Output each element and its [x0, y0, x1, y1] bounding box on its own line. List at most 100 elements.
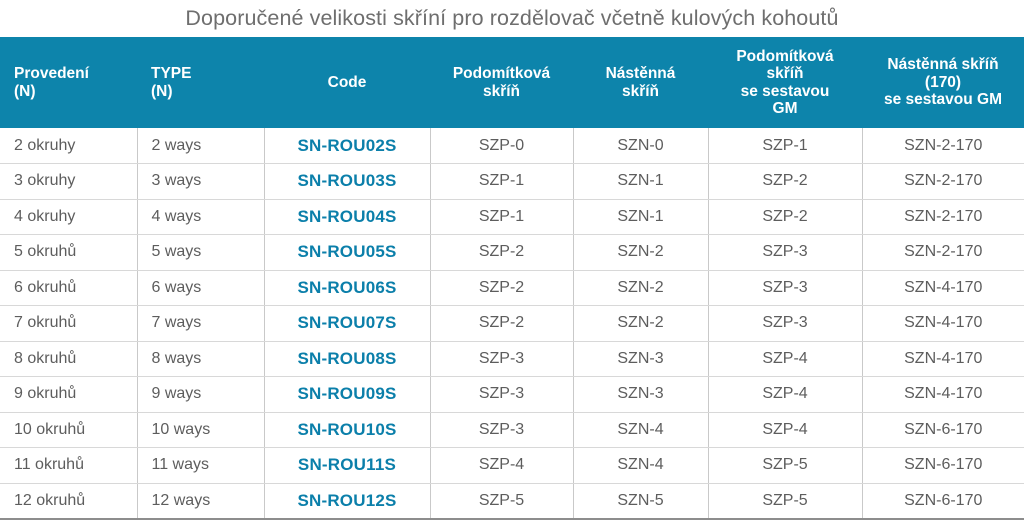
column-header-nastenna-skrin: Nástěnná skříň — [573, 37, 708, 128]
cell-provedeni: 12 okruhů — [0, 483, 138, 519]
header-line-1: Code — [327, 73, 367, 91]
cell-code[interactable]: SN-ROU06S — [264, 270, 431, 306]
cell-provedeni: 2 okruhy — [0, 128, 138, 164]
header-line-1: Podomítková — [736, 47, 834, 65]
cell-type: 11 ways — [137, 447, 265, 484]
cell-podomitkova-skrin: SZP-1 — [430, 163, 574, 200]
header-line-2: skříň — [766, 65, 804, 83]
column-header-nastenna-skrin-170-gm: Nástěnná skříň (170) se sestavou GM — [862, 37, 1024, 128]
cell-provedeni: 4 okruhy — [0, 199, 138, 235]
header-line-3: se sestavou GM — [883, 91, 1003, 109]
cell-code[interactable]: SN-ROU04S — [264, 199, 431, 235]
cell-provedeni: 9 okruhů — [0, 376, 138, 413]
cell-code[interactable]: SN-ROU12S — [264, 483, 431, 519]
cell-type: 7 ways — [137, 305, 265, 342]
cell-podomitkova-skrin: SZP-2 — [430, 234, 574, 271]
cell-nastenna-skrin-170-gm: SZN-4-170 — [862, 376, 1024, 413]
table-row: 11 okruhů 11 ways SN-ROU11S SZP-4 SZN-4 SZP-5… — [0, 447, 1024, 484]
cell-podomitkova-skrin: SZP-2 — [430, 270, 574, 306]
cell-type: 6 ways — [137, 270, 265, 306]
header-line-2: (N) — [151, 82, 173, 100]
header-line-4: GM — [772, 99, 798, 117]
cell-code[interactable]: SN-ROU03S — [264, 163, 431, 200]
cell-type: 10 ways — [137, 412, 265, 448]
table-row: 5 okruhů 5 ways SN-ROU05S SZP-2 SZN-2 SZP-3 SZ… — [0, 234, 1024, 271]
cell-nastenna-skrin: SZN-3 — [573, 376, 709, 413]
cell-nastenna-skrin: SZN-4 — [573, 447, 709, 484]
cell-nastenna-skrin-170-gm: SZN-2-170 — [862, 199, 1024, 235]
table-header: Provedení (N) TYPE (N) Code Podomítková … — [0, 37, 1024, 128]
cell-code[interactable]: SN-ROU10S — [264, 412, 431, 448]
cell-provedeni: 8 okruhů — [0, 341, 138, 377]
table-row: 7 okruhů 7 ways SN-ROU07S SZP-2 SZN-2 SZP-3 SZ… — [0, 305, 1024, 342]
cell-podomitkova-skrin-gm: SZP-5 — [708, 483, 863, 519]
cell-nastenna-skrin-170-gm: SZN-6-170 — [904, 491, 983, 509]
cell-podomitkova-skrin: SZP-3 — [430, 341, 574, 377]
cell-nastenna-skrin: SZN-1 — [573, 163, 709, 200]
cell-type: 5 ways — [137, 234, 265, 271]
cell-podomitkova-skrin: SZP-1 — [430, 199, 574, 235]
header-line-2: skříň — [482, 82, 521, 100]
cell-type: 9 ways — [137, 376, 265, 413]
header-line-1: Nástěnná skříň — [887, 56, 999, 74]
table-row: 4 okruhy 4 ways SN-ROU04S SZP-1 SZN-1 SZP-2 SZ… — [0, 199, 1024, 235]
cell-code[interactable]: SN-ROU07S — [264, 305, 431, 342]
cell-podomitkova-skrin: SZP-0 — [430, 128, 574, 164]
table-body: 2 okruhy 2 ways SN-ROU02S SZP-0 SZN-0 SZP-1 SZ… — [0, 128, 1024, 519]
cell-podomitkova-skrin-gm: SZP-4 — [708, 376, 863, 413]
cell-podomitkova-skrin: SZP-3 — [430, 376, 574, 413]
header-line-1: Nástěnná — [605, 65, 676, 83]
cell-nastenna-skrin-170-gm: SZN-2-170 — [862, 128, 1024, 164]
page-title-text: Doporučené velikosti skříní pro rozdělov… — [185, 5, 839, 30]
header-line-1: TYPE — [151, 65, 192, 83]
cell-podomitkova-skrin-gm: SZP-3 — [708, 234, 863, 271]
cell-podomitkova-skrin-gm: SZP-4 — [708, 412, 863, 448]
cell-podomitkova-skrin-gm: SZP-4 — [708, 341, 863, 377]
cell-code[interactable]: SN-ROU11S — [264, 447, 431, 484]
cell-provedeni: 11 okruhů — [0, 447, 138, 484]
cell-code[interactable]: SN-ROU02S — [264, 128, 431, 164]
table-row: 3 okruhy 3 ways SN-ROU03S SZP-1 SZN-1 SZP-2 SZ… — [0, 163, 1024, 200]
table-row: 9 okruhů 9 ways SN-ROU09S SZP-3 SZN-3 SZP-4 SZ… — [0, 376, 1024, 413]
cell-provedeni: 3 okruhy — [0, 163, 138, 200]
cell-nastenna-skrin-170-gm: SZN-4-170 — [862, 305, 1024, 342]
specification-table: Provedení (N) TYPE (N) Code Podomítková … — [0, 37, 1024, 520]
cell-podomitkova-skrin: SZP-5 — [430, 483, 574, 519]
header-line-2: (170) — [924, 73, 962, 91]
table-row: 2 okruhy 2 ways SN-ROU02S SZP-0 SZN-0 SZP-1 SZ… — [0, 128, 1024, 164]
cell-nastenna-skrin-170-gm: SZN-4-170 — [862, 341, 1024, 377]
cell-podomitkova-skrin-gm: SZP-2 — [708, 163, 863, 200]
cell-type: 12 ways — [137, 483, 265, 519]
cell-type: 3 ways — [137, 163, 265, 200]
cell-nastenna-skrin-170-gm: SZN-2-170 — [862, 234, 1024, 271]
cell-podomitkova-skrin: SZP-2 — [430, 305, 574, 342]
cell-type: 4 ways — [137, 199, 265, 235]
cell-podomitkova-skrin-gm: SZP-3 — [708, 270, 863, 306]
column-header-provedeni: Provedení (N) — [0, 37, 137, 128]
cell-nastenna-skrin: SZN-0 — [573, 128, 709, 164]
column-header-podomitkova-skrin-gm: Podomítková skříň se sestavou GM — [708, 37, 862, 128]
cell-nastenna-skrin: SZN-2 — [573, 305, 709, 342]
cell-nastenna-skrin: SZN-3 — [573, 341, 709, 377]
cell-nastenna-skrin: SZN-2 — [573, 270, 709, 306]
cell-podomitkova-skrin-gm: SZP-2 — [708, 199, 863, 235]
header-line-2: (N) — [14, 82, 36, 100]
cell-code[interactable]: SN-ROU09S — [264, 376, 431, 413]
cell-podomitkova-skrin: SZP-4 — [430, 447, 574, 484]
column-header-type: TYPE (N) — [137, 37, 264, 128]
header-line-2: skříň — [621, 82, 660, 100]
header-line-3: se sestavou — [740, 82, 830, 100]
cell-nastenna-skrin: SZN-5 — [573, 483, 709, 519]
cell-podomitkova-skrin-gm: SZP-5 — [708, 447, 863, 484]
cell-code[interactable]: SN-ROU08S — [264, 341, 431, 377]
cell-provedeni: 10 okruhů — [0, 412, 138, 448]
cell-nastenna-skrin-170-gm: SZN-2-170 — [862, 163, 1024, 200]
table-row: 6 okruhů 6 ways SN-ROU06S SZP-2 SZN-2 SZP-3 SZ… — [0, 270, 1024, 306]
cell-nastenna-skrin-170-gm: SZN-4-170 — [862, 270, 1024, 306]
column-header-podomitkova-skrin: Podomítková skříň — [430, 37, 573, 128]
cell-podomitkova-skrin: SZP-3 — [430, 412, 574, 448]
cell-code[interactable]: SN-ROU05S — [264, 234, 431, 271]
cell-nastenna-skrin: SZN-1 — [573, 199, 709, 235]
column-header-code: Code — [264, 37, 430, 128]
